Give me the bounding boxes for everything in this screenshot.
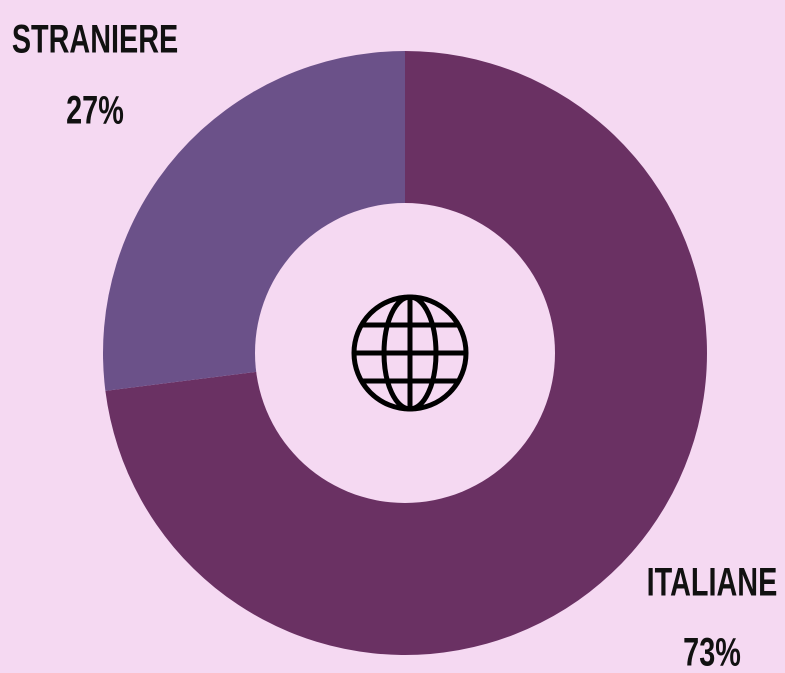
segment-label: ITALIANE <box>647 560 778 605</box>
value-label: 27% <box>66 88 124 133</box>
globe-icon <box>351 294 469 412</box>
segment-label: STRANIERE <box>12 17 178 62</box>
value-label: 73% <box>683 630 741 673</box>
